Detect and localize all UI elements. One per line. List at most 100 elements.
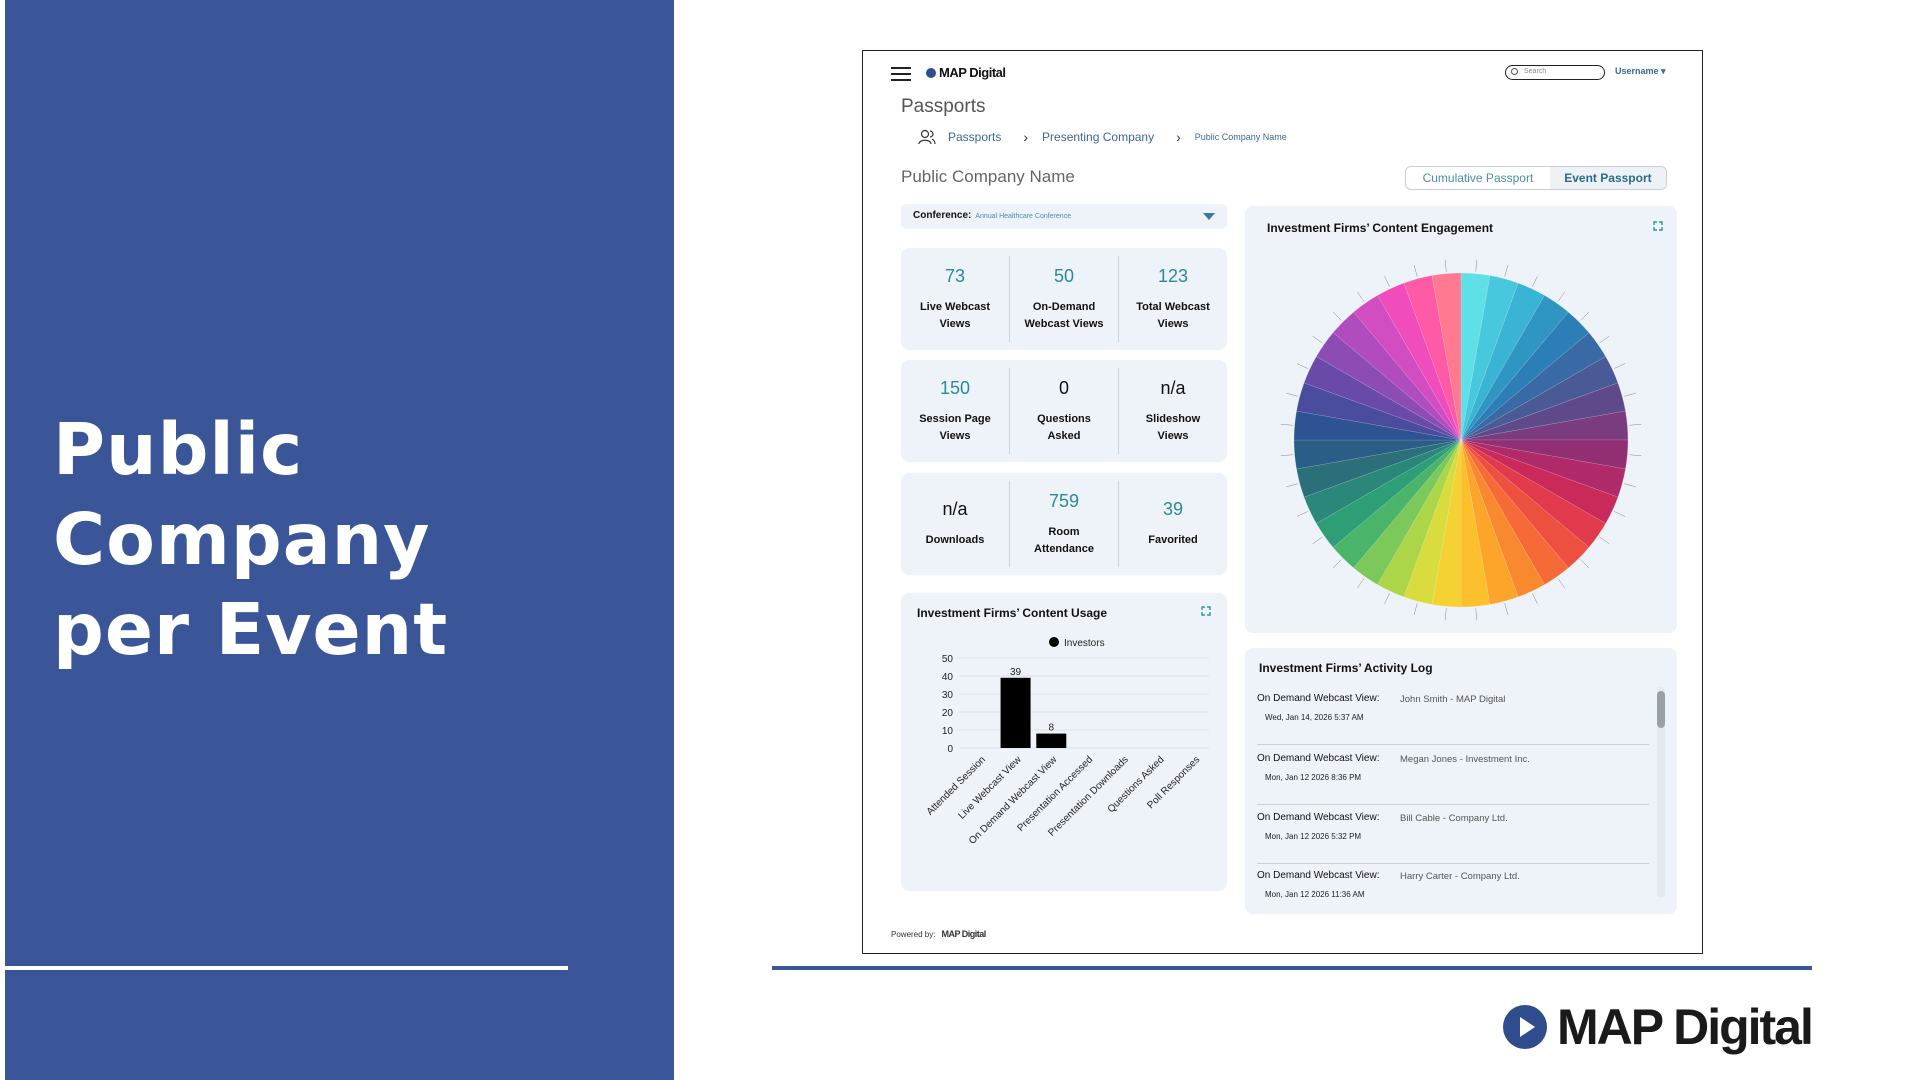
pie-slice bbox=[1353, 295, 1462, 441]
legend-marker bbox=[1049, 637, 1059, 647]
activity-log-title: Investment Firms’ Activity Log bbox=[1259, 661, 1433, 675]
pie-slice bbox=[1460, 272, 1491, 441]
activity-type: On Demand Webcast View: bbox=[1257, 753, 1380, 764]
tab-event-passport[interactable]: Event Passport bbox=[1549, 167, 1666, 189]
pie-leader-line bbox=[1356, 578, 1365, 589]
pie-slice bbox=[1460, 439, 1590, 569]
page-title: Passports bbox=[901, 96, 986, 117]
bar-data-label: 39 bbox=[1010, 667, 1022, 678]
app-logo[interactable]: MAP Digital bbox=[926, 65, 1006, 80]
stat-label: Live Webcast Views bbox=[919, 300, 991, 330]
activity-log-row[interactable]: On Demand Webcast View: Bill Cable - Com… bbox=[1257, 806, 1649, 864]
pie-slice bbox=[1353, 439, 1462, 585]
pie-slice bbox=[1403, 439, 1462, 605]
stats-card: 73 Live Webcast Views 50 On-Demand Webcast V… bbox=[901, 248, 1227, 350]
search-input[interactable]: Search bbox=[1505, 65, 1605, 80]
expand-icon[interactable] bbox=[1653, 221, 1663, 231]
pie-leader-line bbox=[1413, 603, 1418, 615]
pie-leader-line bbox=[1296, 363, 1308, 369]
pie-slice bbox=[1460, 439, 1619, 524]
stat-value: 50 bbox=[1053, 265, 1075, 286]
content-engagement-chart bbox=[1280, 259, 1642, 621]
content-engagement-card: Investment Firms’ Content Engagement bbox=[1245, 206, 1677, 633]
user-menu[interactable]: Username ▾ bbox=[1615, 66, 1666, 77]
bar bbox=[1000, 677, 1031, 748]
chevron-down-icon: ▾ bbox=[1661, 66, 1666, 76]
chevron-right-icon: › bbox=[1023, 129, 1029, 145]
activity-log-row[interactable]: On Demand Webcast View: John Smith - MAP… bbox=[1257, 687, 1649, 745]
chevron-right-icon: › bbox=[1176, 129, 1181, 145]
pie-leader-line bbox=[1624, 392, 1636, 397]
pie-slice bbox=[1460, 439, 1629, 470]
pie-slice bbox=[1460, 410, 1629, 441]
pie-leader-line bbox=[1614, 363, 1626, 369]
y-tick-label: 30 bbox=[942, 690, 954, 701]
pie-slice bbox=[1460, 439, 1519, 605]
y-tick-label: 10 bbox=[942, 726, 954, 737]
slide-title: Public Company per Event bbox=[53, 405, 653, 675]
pie-leader-line bbox=[1280, 423, 1293, 426]
divider-line bbox=[772, 966, 1812, 970]
caret-down-icon bbox=[1203, 213, 1215, 220]
search-placeholder: Search bbox=[1524, 68, 1547, 75]
activity-log-row[interactable]: On Demand Webcast View: Harry Carter - C… bbox=[1257, 864, 1649, 914]
breadcrumb-passports[interactable]: Passports bbox=[948, 130, 1002, 144]
stat-room-attendance: 759 Room Attendance bbox=[1010, 481, 1119, 567]
x-tick-label: Attended Session bbox=[925, 754, 988, 817]
divider-line bbox=[5, 966, 568, 970]
activity-when: Wed, Jan 14, 2026 5:37 AM bbox=[1265, 713, 1364, 722]
conference-select[interactable]: Conference: Annual Healthcare Conference bbox=[901, 204, 1227, 229]
pie-leader-line bbox=[1599, 536, 1610, 545]
powered-by: Powered by: MAP Digital bbox=[891, 929, 986, 939]
x-tick-label: Live Webcast View bbox=[956, 754, 1024, 822]
scrollbar-track[interactable] bbox=[1657, 687, 1665, 897]
activity-when: Mon, Jan 12 2026 8:36 PM bbox=[1265, 773, 1362, 782]
slide-title-line-1: Public Company bbox=[53, 408, 431, 581]
pie-slice bbox=[1460, 382, 1626, 441]
stat-label: Room Attendance bbox=[1034, 525, 1094, 555]
pie-slice bbox=[1403, 275, 1462, 441]
scrollbar-thumb[interactable] bbox=[1657, 691, 1665, 728]
tab-cumulative-passport[interactable]: Cumulative Passport bbox=[1422, 171, 1534, 185]
pie-leader-line bbox=[1629, 454, 1642, 457]
stat-downloads: n/a Downloads bbox=[901, 481, 1010, 567]
powered-by-label: Powered by: bbox=[891, 929, 936, 939]
expand-icon[interactable] bbox=[1201, 606, 1211, 616]
pie-slice bbox=[1303, 356, 1462, 441]
pie-leader-line bbox=[1504, 603, 1509, 615]
pie-leader-line bbox=[1444, 259, 1447, 272]
stat-value: 123 bbox=[1157, 265, 1189, 286]
activity-type: On Demand Webcast View: bbox=[1257, 870, 1380, 881]
breadcrumb-presenting-company[interactable]: Presenting Company bbox=[1042, 130, 1155, 144]
pie-slice bbox=[1460, 275, 1519, 441]
username-label: Username bbox=[1615, 66, 1659, 76]
stat-slideshow-views: n/a Slideshow Views bbox=[1119, 368, 1227, 454]
pie-slice bbox=[1296, 439, 1462, 498]
stat-questions-asked: 0 Questions Asked bbox=[1010, 368, 1119, 454]
pie-slice bbox=[1460, 356, 1619, 441]
pie-leader-line bbox=[1312, 536, 1323, 545]
menu-icon[interactable] bbox=[891, 67, 911, 81]
passport-toggle: Cumulative Passport Event Passport bbox=[1405, 166, 1667, 190]
pie-slice bbox=[1332, 311, 1462, 441]
pie-leader-line bbox=[1580, 559, 1590, 569]
bar bbox=[1036, 733, 1067, 748]
pie-slice bbox=[1296, 382, 1462, 441]
stat-total-webcast-views: 123 Total Webcast Views bbox=[1119, 256, 1227, 342]
stat-label: Questions Asked bbox=[1037, 412, 1091, 442]
pie-slice bbox=[1293, 410, 1462, 441]
activity-log-card: Investment Firms’ Activity Log On Demand… bbox=[1245, 648, 1677, 914]
powered-by-logo: MAP Digital bbox=[941, 929, 986, 939]
y-tick-label: 20 bbox=[942, 708, 954, 719]
pie-slice bbox=[1460, 439, 1491, 608]
pie-slice bbox=[1303, 439, 1462, 524]
y-tick-label: 50 bbox=[942, 654, 954, 665]
activity-when: Mon, Jan 12 2026 11:36 AM bbox=[1265, 890, 1365, 899]
pie-slice bbox=[1460, 282, 1545, 441]
stat-value: 150 bbox=[939, 377, 971, 398]
stat-label: On-Demand Webcast Views bbox=[1024, 300, 1104, 330]
content-usage-card: Investment Firms’ Content Usage Investor… bbox=[901, 593, 1227, 891]
activity-log-row[interactable]: On Demand Webcast View: Megan Jones - In… bbox=[1257, 747, 1649, 805]
activity-who: Bill Cable - Company Ltd. bbox=[1400, 813, 1508, 824]
stat-value: 73 bbox=[944, 265, 966, 286]
